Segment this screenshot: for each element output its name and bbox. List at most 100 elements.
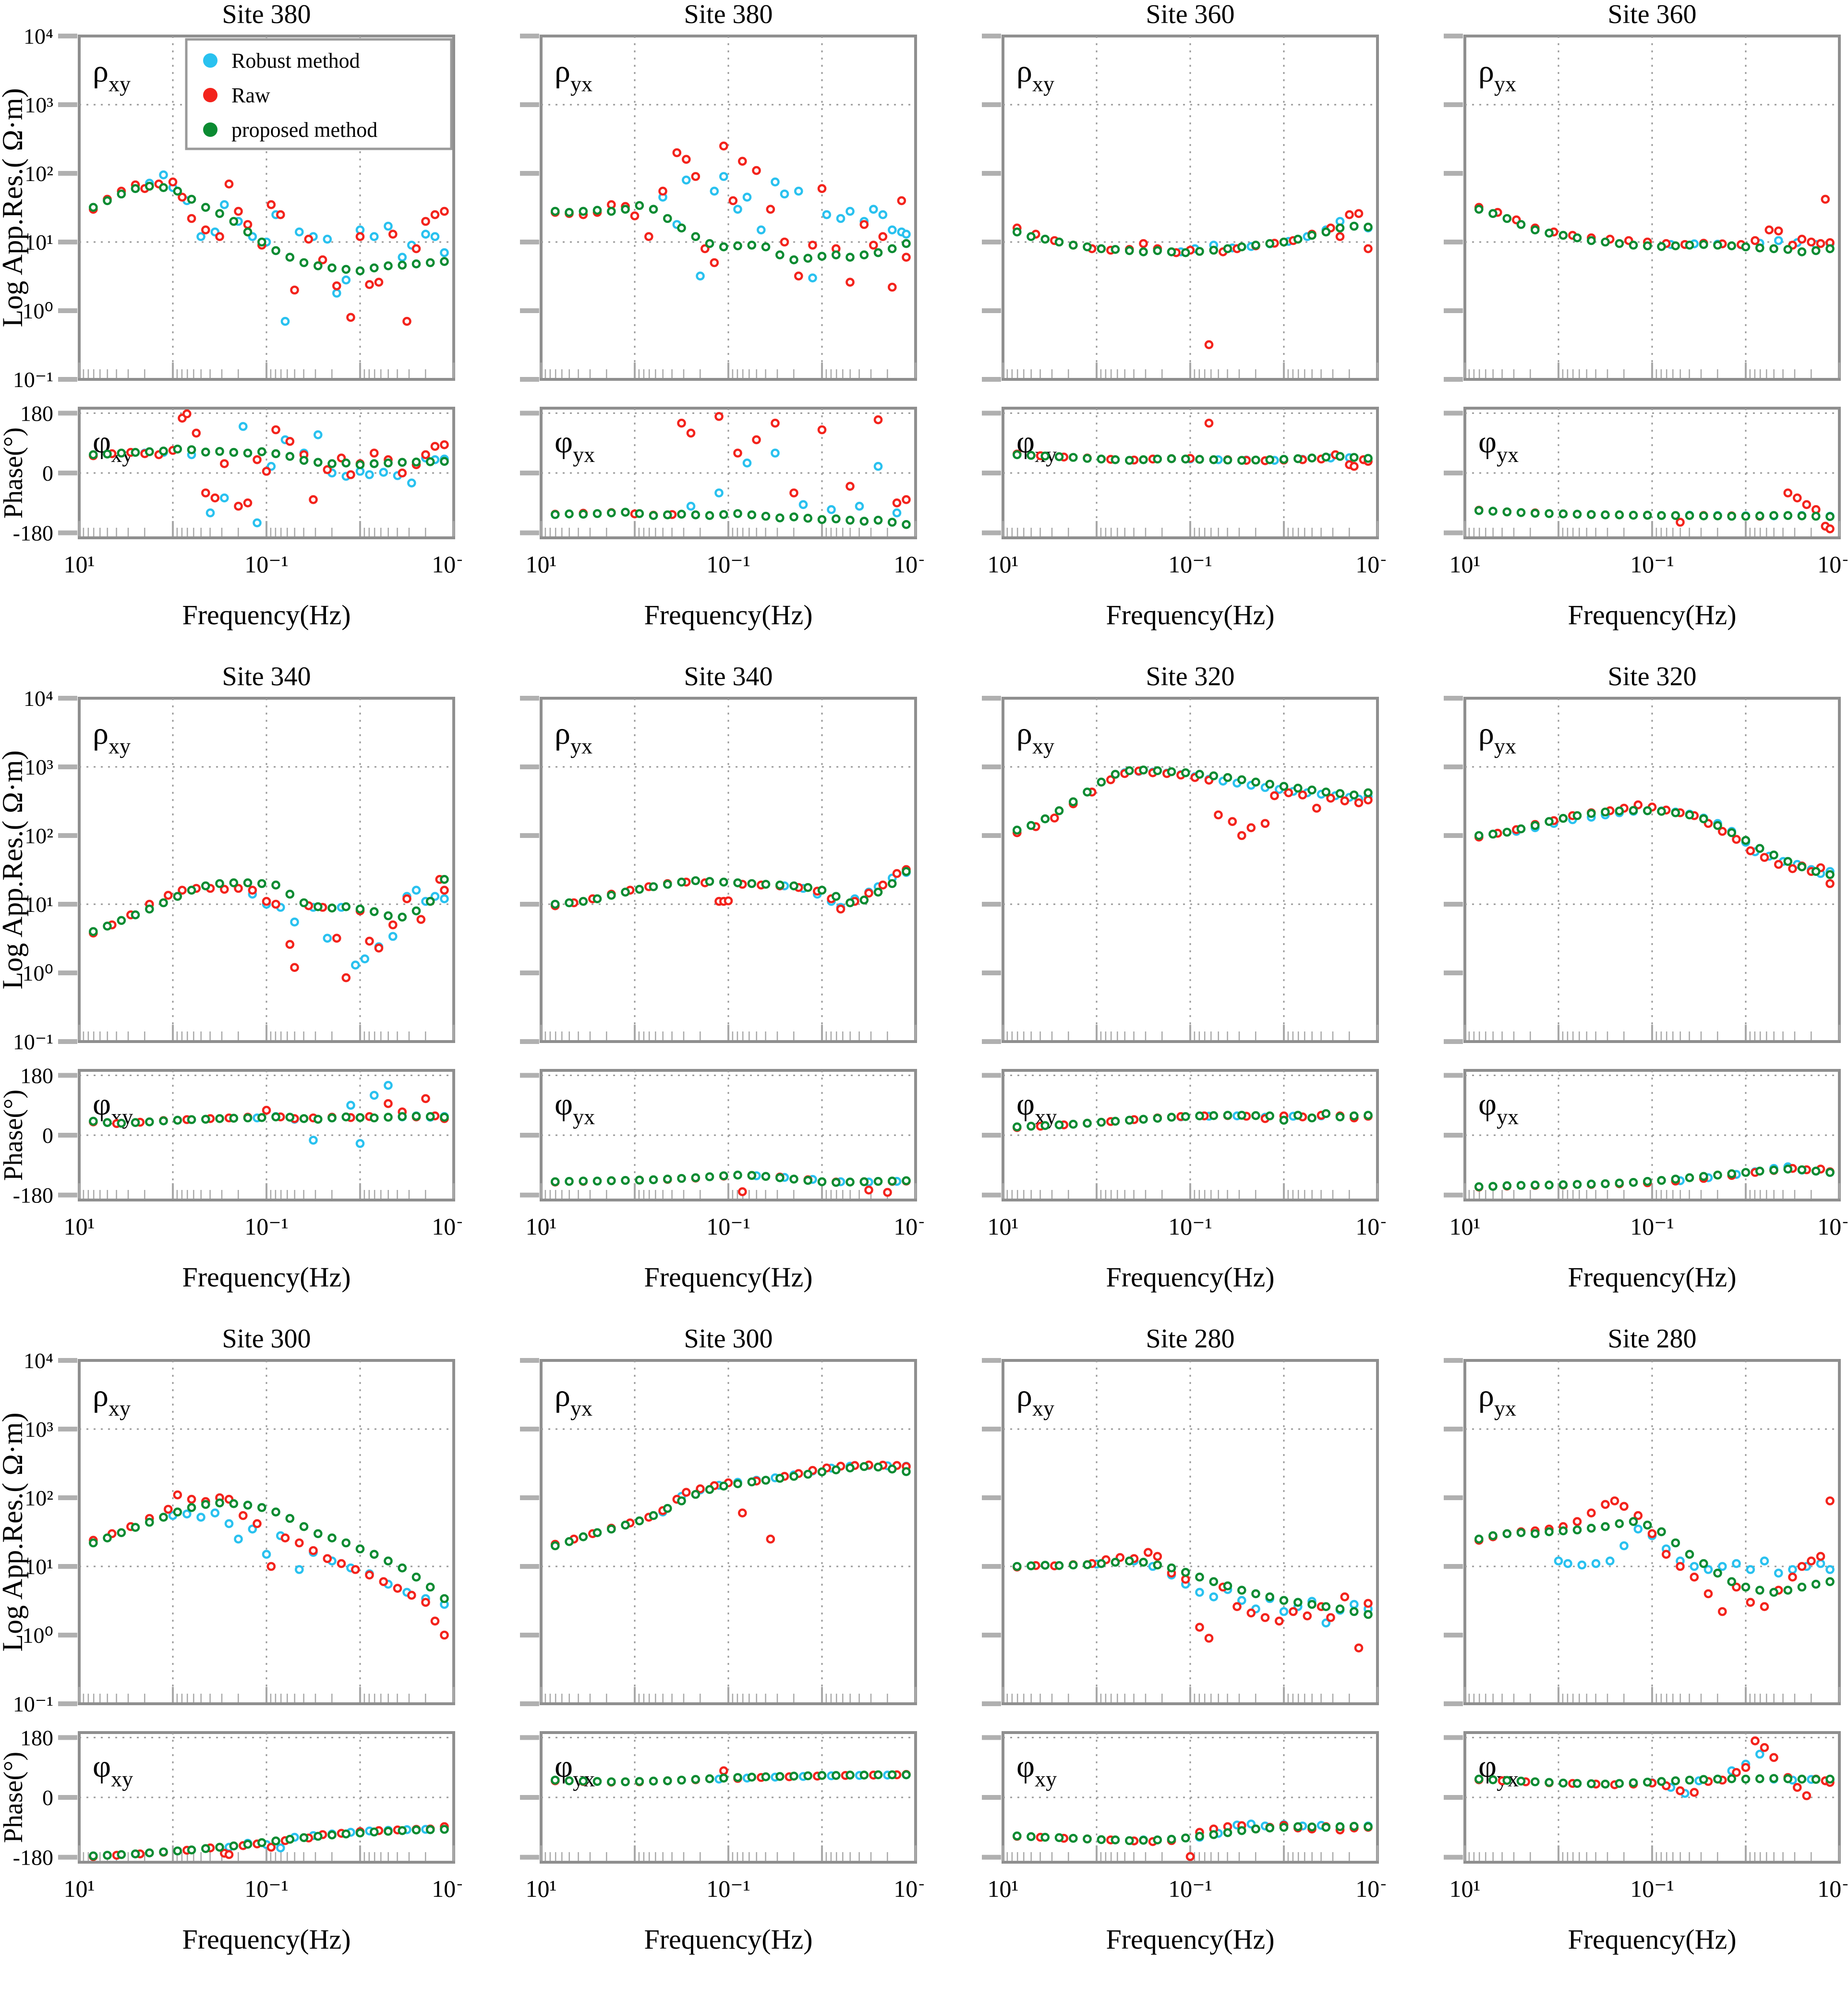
data-point-proposed xyxy=(1783,511,1793,520)
data-point-robust xyxy=(1703,1565,1713,1574)
data-point-proposed xyxy=(606,1176,616,1186)
data-point-raw xyxy=(1647,1529,1657,1539)
data-point-proposed xyxy=(89,1851,98,1861)
data-point-proposed xyxy=(145,1117,154,1127)
data-point-raw xyxy=(780,237,789,247)
data-point-raw xyxy=(677,418,686,428)
data-point-proposed xyxy=(1699,1775,1708,1784)
data-point-proposed xyxy=(1307,230,1317,240)
data-point-proposed xyxy=(845,898,855,908)
data-point-proposed xyxy=(313,261,323,270)
data-point-raw xyxy=(1284,788,1293,798)
x-tick-label: 10¹ xyxy=(988,551,1019,578)
data-point-raw xyxy=(379,1577,388,1587)
data-point-proposed xyxy=(201,1844,210,1853)
data-point-proposed xyxy=(1502,827,1512,837)
res-ytick-label: 10³ xyxy=(24,1417,53,1442)
data-point-robust xyxy=(742,193,752,202)
data-point-raw xyxy=(1676,518,1685,527)
series-proposed xyxy=(1474,205,1835,256)
data-point-proposed xyxy=(1558,813,1568,823)
data-point-raw xyxy=(1741,1763,1751,1772)
data-point-proposed xyxy=(635,1777,644,1786)
data-point-proposed xyxy=(1713,821,1722,830)
data-point-proposed xyxy=(1054,452,1064,461)
data-point-raw xyxy=(766,205,775,214)
x-tick-label: 10¹ xyxy=(526,1875,557,1902)
data-point-proposed xyxy=(1769,1165,1778,1175)
data-point-proposed xyxy=(1586,1179,1596,1189)
data-point-proposed xyxy=(761,1476,771,1485)
data-point-proposed xyxy=(1811,246,1821,255)
panel-site-300-yx: Site 300ρyxφyx10¹10⁻¹10⁻³Frequency(Hz) xyxy=(520,1324,938,1955)
data-point-proposed xyxy=(635,1176,644,1185)
data-point-robust xyxy=(224,1519,234,1528)
data-point-proposed xyxy=(355,266,365,276)
data-point-proposed xyxy=(1769,1774,1778,1783)
data-point-raw xyxy=(1228,817,1237,826)
data-point-proposed xyxy=(1111,770,1120,779)
data-point-raw xyxy=(1204,1634,1214,1643)
data-point-robust xyxy=(1279,1607,1289,1616)
data-point-proposed xyxy=(1516,1528,1526,1538)
data-point-raw xyxy=(309,1546,318,1555)
data-point-proposed xyxy=(1797,247,1807,256)
data-point-raw xyxy=(1746,1598,1755,1607)
data-point-raw xyxy=(1195,1623,1204,1632)
data-point-proposed xyxy=(1124,246,1134,255)
data-point-proposed xyxy=(789,512,798,522)
data-point-proposed xyxy=(1615,510,1624,520)
data-point-raw xyxy=(350,1565,360,1574)
data-point-proposed xyxy=(873,1770,883,1780)
data-point-proposed xyxy=(1083,1560,1092,1569)
data-point-proposed xyxy=(1558,1180,1568,1189)
data-point-proposed xyxy=(551,1541,560,1551)
data-point-proposed xyxy=(425,897,435,906)
data-point-proposed xyxy=(817,1467,827,1477)
data-point-proposed xyxy=(1167,767,1176,776)
data-point-proposed xyxy=(1251,455,1260,465)
data-point-proposed xyxy=(1516,220,1526,229)
data-point-proposed xyxy=(425,457,435,466)
data-point-proposed xyxy=(1027,821,1036,830)
data-point-proposed xyxy=(1615,1519,1624,1528)
data-point-raw xyxy=(1349,461,1359,471)
data-point-robust xyxy=(902,230,911,239)
data-point-proposed xyxy=(1195,247,1204,256)
data-point-proposed xyxy=(691,1490,701,1499)
data-point-proposed xyxy=(440,457,449,466)
data-point-robust xyxy=(350,960,360,970)
data-point-proposed xyxy=(257,237,266,247)
data-point-raw xyxy=(845,482,855,491)
data-point-raw xyxy=(1106,775,1115,785)
res-plot-frame xyxy=(1463,35,1841,381)
data-point-proposed xyxy=(1013,1562,1022,1571)
data-point-raw xyxy=(341,973,351,982)
x-tick-label: 10¹ xyxy=(64,1213,95,1240)
data-point-proposed xyxy=(1643,1176,1652,1186)
data-point-proposed xyxy=(1349,790,1359,800)
data-point-proposed xyxy=(579,897,588,906)
data-point-proposed xyxy=(159,1116,168,1126)
data-point-raw xyxy=(219,885,229,894)
data-point-proposed xyxy=(1769,511,1778,520)
data-point-proposed xyxy=(1783,245,1793,254)
data-point-proposed xyxy=(173,1507,182,1517)
data-point-raw xyxy=(672,148,682,158)
data-point-raw xyxy=(262,897,271,906)
data-point-proposed xyxy=(579,509,588,519)
data-point-raw xyxy=(430,442,440,451)
data-point-robust xyxy=(280,316,290,326)
data-point-proposed xyxy=(1545,509,1554,518)
data-point-proposed xyxy=(1111,1557,1120,1567)
res-ytick-label: 10⁴ xyxy=(24,686,53,711)
data-point-robust xyxy=(1563,1559,1572,1568)
phase-ytick-label: 180 xyxy=(20,401,53,425)
data-point-proposed xyxy=(313,1115,323,1124)
data-point-proposed xyxy=(677,1174,686,1183)
phase-ytick-label: 0 xyxy=(42,1123,53,1148)
data-point-raw xyxy=(808,241,817,250)
data-point-robust xyxy=(1690,1562,1699,1571)
series-proposed xyxy=(89,182,449,276)
